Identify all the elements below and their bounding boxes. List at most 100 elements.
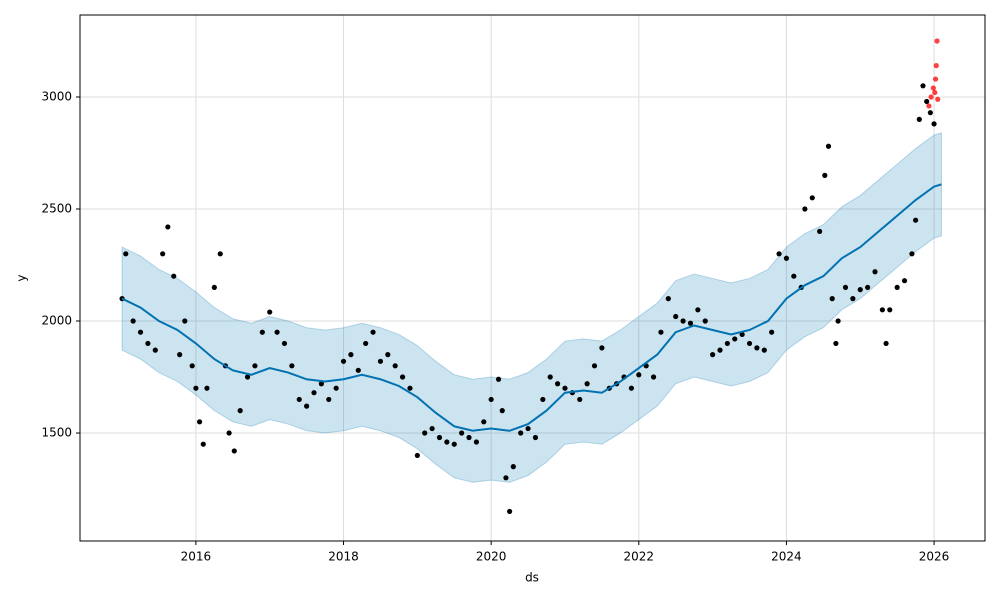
data-point	[791, 273, 797, 279]
y-tick-label: 2000	[41, 314, 72, 328]
data-point	[211, 284, 217, 291]
data-point	[932, 89, 938, 96]
data-point	[710, 352, 716, 358]
data-point	[599, 345, 605, 351]
data-point	[665, 296, 671, 302]
data-point	[525, 425, 531, 432]
data-point	[932, 76, 939, 82]
data-point	[385, 352, 391, 358]
data-point	[746, 340, 753, 347]
data-point	[872, 269, 878, 275]
y-tick-label: 3000	[41, 89, 72, 103]
data-point	[318, 381, 324, 387]
data-point	[547, 374, 553, 380]
data-point	[152, 347, 158, 353]
uncertainty-band	[121, 132, 942, 483]
data-point	[865, 284, 871, 291]
data-point	[189, 363, 195, 369]
y-tick-label: 1500	[41, 426, 72, 440]
data-point	[628, 385, 635, 391]
x-tick-label: 2026	[919, 550, 950, 564]
data-point	[355, 367, 361, 373]
data-point	[130, 318, 136, 324]
data-point	[414, 452, 420, 459]
forecast-line	[121, 183, 942, 432]
data-point	[924, 98, 930, 105]
data-point	[193, 385, 199, 391]
data-point	[927, 110, 933, 116]
data-point	[650, 374, 657, 380]
data-point	[304, 403, 310, 409]
data-point	[326, 396, 332, 403]
data-point	[340, 358, 347, 364]
data-point	[333, 385, 339, 391]
data-point	[407, 385, 413, 391]
data-point	[591, 363, 598, 369]
data-point	[267, 309, 273, 315]
data-point	[739, 331, 745, 338]
data-point	[495, 376, 502, 382]
data-point	[825, 143, 832, 149]
x-tick-label: 2024	[771, 550, 802, 564]
plot-area	[80, 15, 985, 541]
x-tick-label: 2016	[181, 550, 212, 564]
data-point	[916, 116, 922, 122]
data-point	[935, 96, 941, 102]
x-tick-label: 2020	[476, 550, 507, 564]
data-point	[231, 448, 237, 454]
data-point	[444, 439, 450, 445]
data-point	[894, 284, 900, 291]
data-point	[363, 340, 369, 347]
data-point	[422, 430, 428, 436]
data-point	[817, 228, 823, 235]
data-point	[850, 296, 856, 302]
data-point	[507, 508, 513, 515]
data-point	[835, 318, 841, 324]
data-point	[123, 251, 129, 257]
data-point	[636, 372, 642, 378]
data-point	[177, 352, 183, 358]
data-point	[311, 390, 317, 396]
data-point	[883, 340, 889, 347]
data-point	[822, 172, 828, 178]
x-axis-label: ds	[525, 571, 539, 585]
data-point	[842, 284, 849, 291]
data-point	[933, 63, 939, 69]
data-point	[137, 329, 144, 335]
data-point	[829, 296, 835, 302]
data-point	[481, 419, 487, 425]
data-point	[584, 381, 590, 387]
data-point	[510, 464, 516, 470]
data-point	[252, 363, 258, 369]
data-point	[518, 430, 524, 436]
data-point	[281, 340, 288, 347]
data-point	[244, 374, 251, 380]
data-point	[769, 329, 775, 335]
data-point	[732, 336, 738, 342]
data-point	[182, 318, 188, 324]
data-point	[695, 307, 701, 313]
x-tick-label: 2022	[624, 550, 655, 564]
x-tick-label: 2018	[328, 550, 359, 564]
data-point	[680, 318, 686, 324]
data-point	[857, 287, 863, 293]
plot-frame	[79, 14, 986, 542]
data-point	[930, 85, 936, 91]
data-point	[473, 439, 479, 445]
data-point	[145, 340, 151, 347]
data-point	[833, 340, 839, 347]
data-point	[217, 251, 223, 257]
data-point	[488, 396, 494, 403]
data-point	[466, 434, 472, 441]
data-point	[887, 307, 893, 313]
data-point	[913, 217, 919, 223]
data-point	[160, 251, 166, 257]
data-point	[259, 329, 265, 335]
data-point	[165, 224, 171, 230]
data-point	[673, 313, 679, 320]
data-point	[909, 251, 915, 257]
data-point	[879, 307, 885, 313]
data-point	[540, 396, 546, 403]
data-point	[920, 83, 926, 89]
